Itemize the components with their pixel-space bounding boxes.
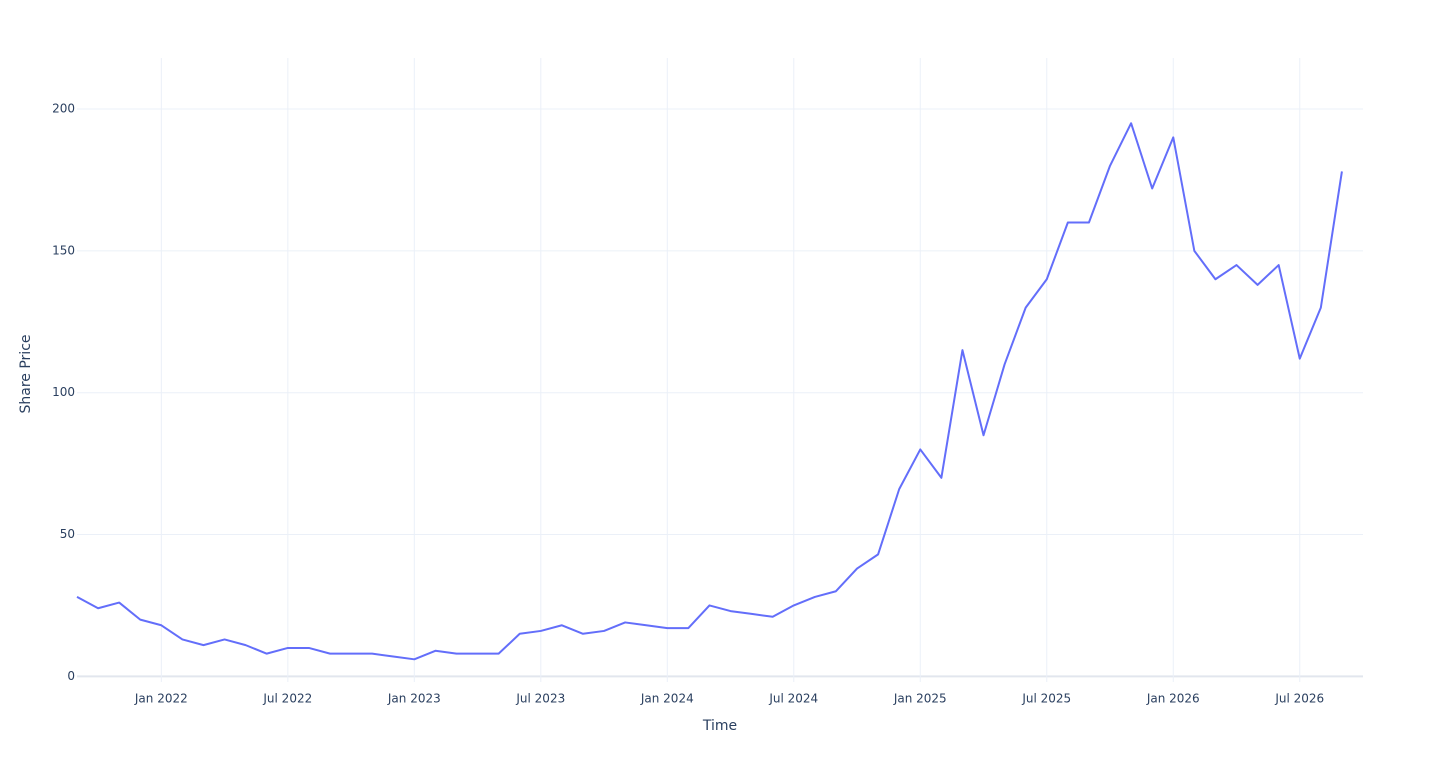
x-tick-label: Jul 2025 bbox=[1021, 692, 1071, 706]
x-tick-label: Jan 2022 bbox=[134, 692, 188, 706]
x-tick-label: Jan 2025 bbox=[893, 692, 947, 706]
y-tick-label: 200 bbox=[52, 102, 75, 116]
x-tick-label: Jul 2024 bbox=[768, 692, 818, 706]
x-tick-label: Jan 2026 bbox=[1146, 692, 1200, 706]
y-tick-label: 100 bbox=[52, 385, 75, 399]
line bbox=[76, 122, 1343, 661]
y-tick-label: 50 bbox=[60, 527, 75, 541]
x-tick-label: Jan 2024 bbox=[640, 692, 694, 706]
y-axis-title: Share Price bbox=[18, 334, 34, 413]
y-tick-label: 0 bbox=[67, 669, 75, 683]
x-tick-label: Jan 2023 bbox=[387, 692, 441, 706]
x-axis-title: Time bbox=[702, 718, 737, 734]
x-tick-label: Jul 2022 bbox=[262, 692, 312, 706]
x-tick-label: Jul 2023 bbox=[515, 692, 565, 706]
x-tick-label: Jul 2026 bbox=[1274, 692, 1324, 706]
y-tick-label: 150 bbox=[52, 243, 75, 257]
